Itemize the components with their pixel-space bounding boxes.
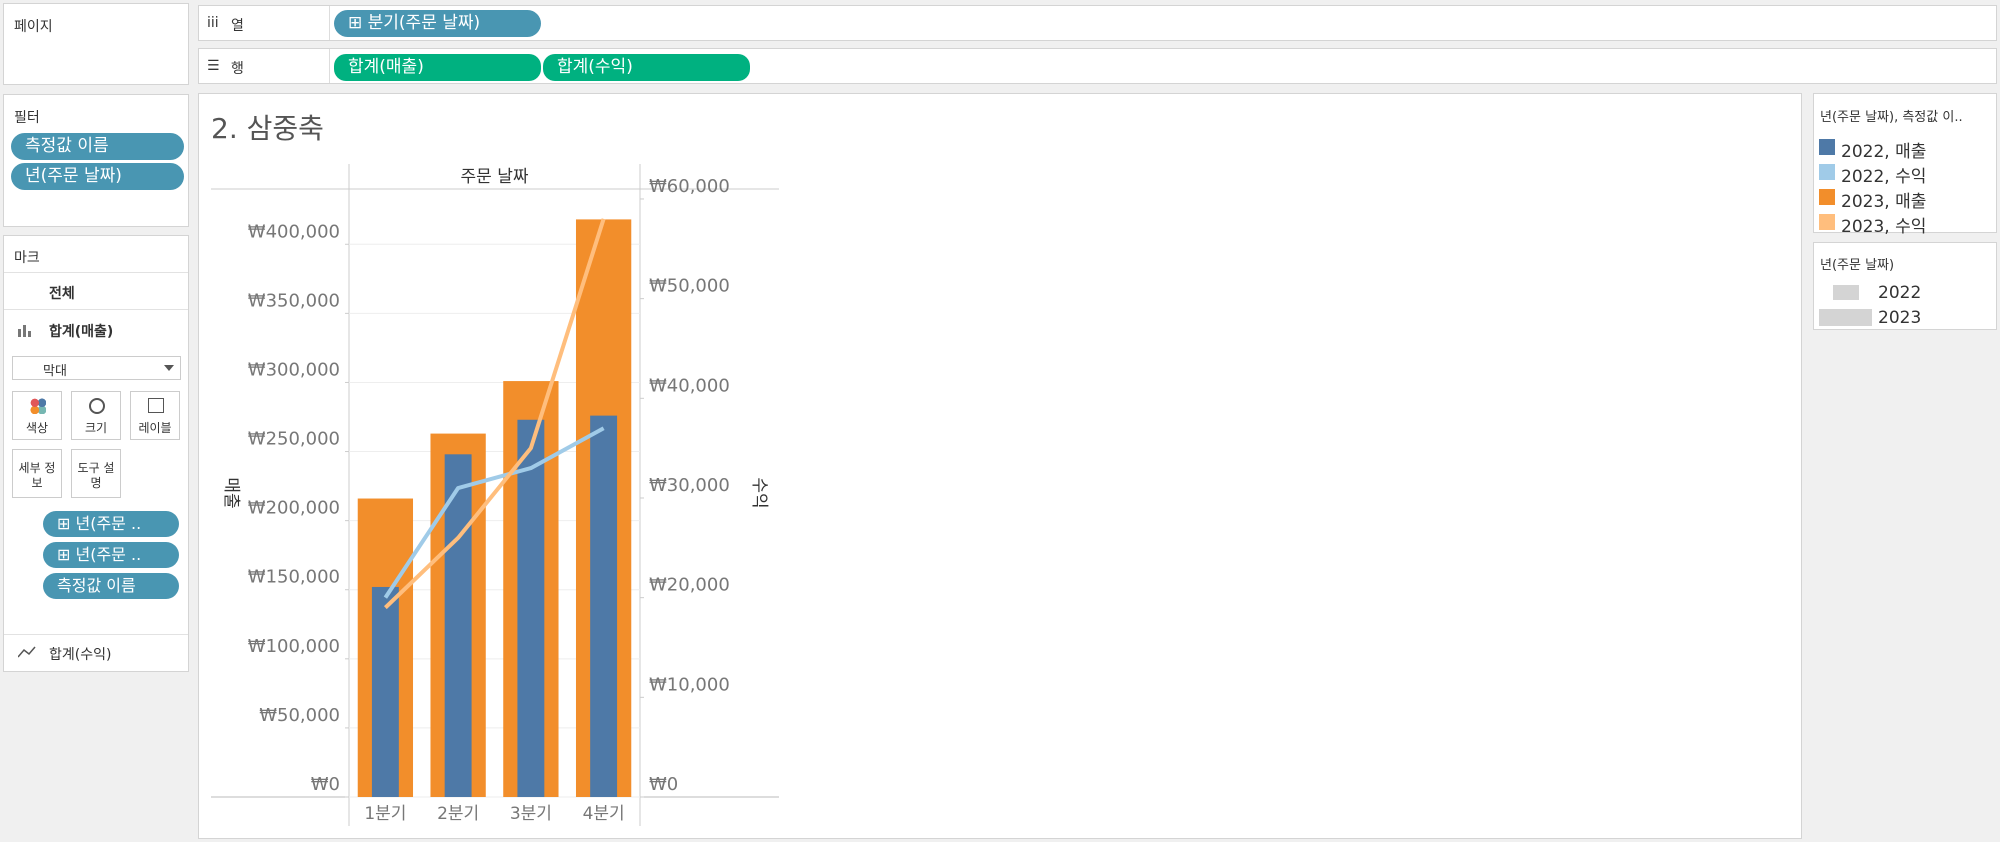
columns-shelf: iii 열 ⊞ 분기(주문 날짜) xyxy=(198,5,1997,41)
marks-pill[interactable]: 측정값 이름 xyxy=(43,573,179,599)
size-swatch xyxy=(1833,285,1859,300)
legend-swatch xyxy=(1819,139,1835,155)
y2-tick-label: ₩30,000 xyxy=(649,475,730,496)
divider xyxy=(4,309,188,310)
legend-swatch xyxy=(1819,214,1835,230)
chart-title: 2. 삼중축 xyxy=(211,112,324,145)
rows-shelf: ☰ 행 합계(매출) 합계(수익) xyxy=(198,48,1997,84)
shelf-label: 열 xyxy=(231,18,244,34)
size-swatch xyxy=(1819,309,1872,326)
row-pill[interactable]: 합계(수익) xyxy=(543,54,750,81)
legend-label[interactable]: 2023, 수익 xyxy=(1841,217,1927,237)
marks-pill[interactable]: ⊞ 년(주문 .. xyxy=(43,511,179,537)
legend-swatch xyxy=(1819,164,1835,180)
size-button[interactable]: 크기 xyxy=(71,391,121,440)
legend-label[interactable]: 2022, 매출 xyxy=(1841,142,1927,162)
legend-title: 년(주문 날짜), 측정값 이.. xyxy=(1820,110,1963,125)
pages-card: 페이지 xyxy=(3,3,189,85)
y2-axis-title: 수익 xyxy=(749,477,769,508)
x-tick-label: 4분기 xyxy=(583,804,625,824)
y2-tick-label: ₩60,000 xyxy=(649,176,730,197)
shelf-label: 행 xyxy=(231,61,244,77)
pages-title: 페이지 xyxy=(14,19,53,35)
bar-icon xyxy=(18,325,31,337)
marks-all[interactable]: 전체 xyxy=(49,286,75,302)
shelf-icon: iii xyxy=(207,15,219,31)
y2-tick-label: ₩0 xyxy=(649,774,678,795)
color-button[interactable]: 색상 xyxy=(12,391,62,440)
row-pill[interactable]: 합계(매출) xyxy=(334,54,541,81)
filter-pill[interactable]: 년(주문 날짜) xyxy=(11,163,184,190)
y2-tick-label: ₩20,000 xyxy=(649,575,730,596)
divider xyxy=(4,272,188,273)
bar xyxy=(444,454,472,797)
marks-title: 마크 xyxy=(14,250,40,266)
legend-label: 2022 xyxy=(1878,283,1922,303)
detail-button[interactable]: 세부 정보 xyxy=(12,449,62,498)
divider xyxy=(329,49,330,83)
y-tick-label: ₩250,000 xyxy=(248,429,340,450)
marks-card: 마크 전체 합계(매출) 막대 색상 크기 레이블 세부 정보 도구 설명 ⊞ … xyxy=(3,235,189,672)
x-header: 주문 날짜 xyxy=(461,167,529,187)
y2-tick-label: ₩40,000 xyxy=(649,375,730,396)
label-button[interactable]: 레이블 xyxy=(130,391,180,440)
y-tick-label: ₩100,000 xyxy=(248,636,340,657)
legend-swatch xyxy=(1819,189,1835,205)
tooltip-button[interactable]: 도구 설명 xyxy=(71,449,121,498)
dropdown-arrow xyxy=(164,365,174,376)
y2-tick-label: ₩10,000 xyxy=(649,674,730,695)
bar xyxy=(517,419,545,797)
legend-label[interactable]: 2023, 매출 xyxy=(1841,192,1927,212)
legend-label[interactable]: 2022, 수익 xyxy=(1841,167,1927,187)
filters-card: 필터 측정값 이름 년(주문 날짜) xyxy=(3,94,189,227)
bar xyxy=(371,586,399,797)
line-icon xyxy=(18,646,36,658)
y-tick-label: ₩50,000 xyxy=(259,705,340,726)
divider xyxy=(4,634,188,635)
x-tick-label: 2분기 xyxy=(437,804,479,824)
y-tick-label: ₩400,000 xyxy=(248,221,340,242)
marks-pill[interactable]: ⊞ 년(주문 .. xyxy=(43,542,179,568)
y-tick-label: ₩350,000 xyxy=(248,290,340,311)
divider xyxy=(329,6,330,40)
legend-label: 2023 xyxy=(1878,308,1922,328)
x-tick-label: 1분기 xyxy=(364,804,406,824)
y-tick-label: ₩0 xyxy=(311,774,340,795)
column-pill[interactable]: ⊞ 분기(주문 날짜) xyxy=(334,10,541,37)
mark-type-dropdown[interactable]: 막대 xyxy=(12,356,181,380)
filters-title: 필터 xyxy=(14,110,40,126)
y-axis-title: 매출 xyxy=(221,477,241,508)
filter-pill[interactable]: 측정값 이름 xyxy=(11,133,184,160)
y2-tick-label: ₩50,000 xyxy=(649,276,730,297)
line xyxy=(383,218,606,610)
mark-type: 막대 xyxy=(43,364,67,379)
marks-card-title[interactable]: 합계(매출) xyxy=(49,324,114,340)
y-tick-label: ₩300,000 xyxy=(248,359,340,380)
x-tick-label: 3분기 xyxy=(510,804,552,824)
legend-title: 년(주문 날짜) xyxy=(1820,258,1895,273)
shelf-icon: ☰ xyxy=(207,58,220,74)
size-legend: 년(주문 날짜) 2022 2023 xyxy=(1813,242,1997,330)
marks-card-title[interactable]: 합계(수익) xyxy=(49,647,112,663)
bar xyxy=(590,415,618,797)
y-tick-label: ₩200,000 xyxy=(248,498,340,519)
color-legend: 년(주문 날짜), 측정값 이.. 2022, 매출 2022, 수익 2023, … xyxy=(1813,93,1997,237)
line xyxy=(383,426,605,599)
y-tick-label: ₩150,000 xyxy=(248,567,340,588)
